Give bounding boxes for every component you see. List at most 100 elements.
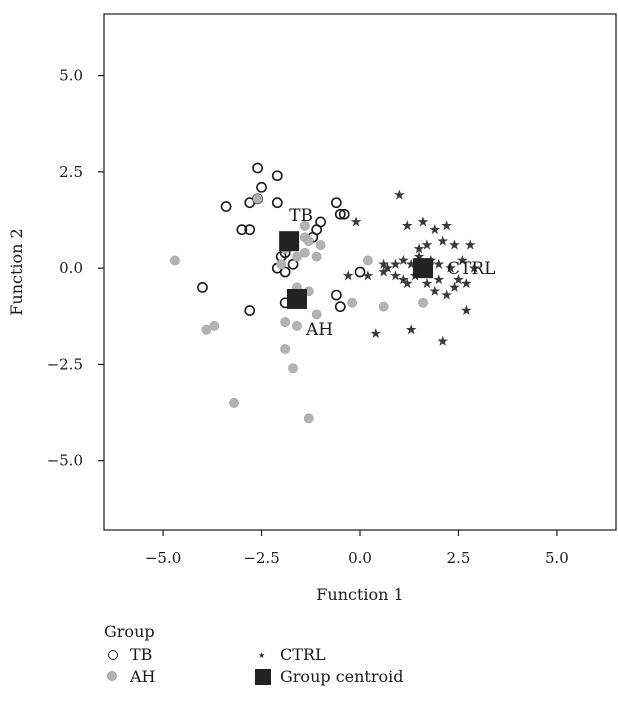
point-tb <box>244 305 256 316</box>
x-tick-label: 0.0 <box>348 549 372 567</box>
point-ah <box>292 321 302 331</box>
point-ctrl <box>401 220 413 231</box>
point-tb <box>244 224 256 236</box>
point-ctrl <box>398 274 409 285</box>
y-axis-label: Function 2 <box>7 228 26 315</box>
point-ctrl <box>437 335 449 346</box>
point-tb <box>279 266 291 278</box>
group-centroids: TB AH CTRL <box>279 206 495 340</box>
data-points <box>169 162 480 424</box>
point-ah <box>169 255 180 266</box>
point-ah <box>288 363 298 374</box>
point-ctrl <box>433 274 445 285</box>
point-ctrl <box>405 258 417 269</box>
point-ctrl <box>441 220 452 231</box>
point-ctrl <box>421 277 433 289</box>
point-ctrl <box>413 243 425 254</box>
legend-item-centroid: Group centroid <box>254 667 474 686</box>
centroid-tb <box>279 231 300 252</box>
y-tick-label: −2.5 <box>47 355 83 373</box>
point-ah <box>252 193 263 204</box>
point-ah <box>280 344 291 354</box>
x-tick-label: −2.5 <box>243 549 279 567</box>
centroid-ctrl <box>413 258 434 279</box>
y-axis-ticks: 5.0 2.5 0.0 −2.5 −5.0 <box>47 67 104 470</box>
point-tb <box>256 181 267 193</box>
scatter-plot: −5.0 −2.5 0.0 2.5 5.0 5.0 2.5 0.0 −2.5 −5.0 TB AH… <box>7 13 617 604</box>
point-ctrl <box>398 254 409 265</box>
point-ctrl <box>405 324 417 335</box>
point-ctrl <box>378 258 389 269</box>
point-ctrl <box>445 262 456 273</box>
point-tb <box>287 258 299 270</box>
centroid-label-ah: AH <box>305 320 333 340</box>
point-ctrl <box>449 281 460 292</box>
point-ah <box>299 220 310 231</box>
point-ctrl <box>437 235 449 246</box>
point-ctrl <box>350 216 362 227</box>
point-tb <box>334 208 346 220</box>
point-tb <box>334 301 346 313</box>
point-tb <box>330 289 342 301</box>
legend-item-tb: TB <box>104 645 254 664</box>
y-tick-label: 0.0 <box>59 259 83 277</box>
point-ctrl <box>421 239 433 250</box>
point-tb <box>271 170 283 182</box>
centroid-label-tb: TB <box>289 206 313 226</box>
point-ah <box>276 259 287 270</box>
point-ctrl <box>453 274 464 285</box>
point-ah <box>292 251 302 262</box>
point-ah <box>362 255 373 266</box>
point-tb <box>220 201 232 212</box>
point-ctrl <box>468 262 480 273</box>
point-ah <box>303 413 314 424</box>
legend-item-ctrl: ⋆ CTRL <box>254 645 474 664</box>
point-tb <box>252 162 263 174</box>
point-ah <box>347 297 358 308</box>
point-ctrl <box>441 289 452 300</box>
y-tick-label: 5.0 <box>59 67 83 85</box>
point-ah <box>229 398 239 408</box>
point-ctrl <box>413 251 425 262</box>
point-ctrl <box>390 258 401 269</box>
point-tb <box>354 266 366 278</box>
x-tick-label: 5.0 <box>545 549 569 567</box>
legend-label-ctrl: CTRL <box>280 645 326 664</box>
legend: Group TB ⋆ CTRL AH Group centroid <box>104 622 474 686</box>
point-ah <box>315 240 326 250</box>
point-ctrl <box>429 224 441 235</box>
x-tick-label: −5.0 <box>145 549 181 567</box>
legend-title: Group <box>104 622 155 641</box>
point-ctrl <box>461 304 472 316</box>
point-ah <box>201 324 212 335</box>
point-ah <box>303 236 314 247</box>
x-tick-label: 2.5 <box>447 549 471 567</box>
star-icon: ⋆ <box>257 645 267 664</box>
legend-label-centroid: Group centroid <box>280 667 404 686</box>
point-ctrl <box>417 216 429 227</box>
point-ctrl <box>394 189 405 200</box>
point-ctrl <box>362 270 374 281</box>
point-ctrl <box>433 258 445 269</box>
point-ctrl <box>461 277 472 289</box>
point-tb <box>271 197 283 209</box>
point-ah <box>311 251 322 262</box>
point-ctrl <box>390 270 401 281</box>
open-circle-icon <box>104 646 122 664</box>
point-ah <box>209 321 220 331</box>
point-ctrl <box>457 254 468 265</box>
plot-frame <box>103 13 617 531</box>
point-ctrl <box>378 266 389 277</box>
x-axis-ticks: −5.0 −2.5 0.0 2.5 5.0 <box>145 530 569 567</box>
point-tb <box>338 208 350 220</box>
point-ctrl <box>464 239 476 250</box>
point-ctrl <box>370 328 382 339</box>
centroid-ah <box>286 288 307 309</box>
point-ctrl <box>382 262 393 273</box>
point-ctrl <box>449 239 460 250</box>
legend-label-ah: AH <box>130 667 156 686</box>
point-tb <box>197 282 208 293</box>
point-ah <box>311 309 322 320</box>
point-ah <box>418 297 428 308</box>
point-ah <box>280 317 291 327</box>
